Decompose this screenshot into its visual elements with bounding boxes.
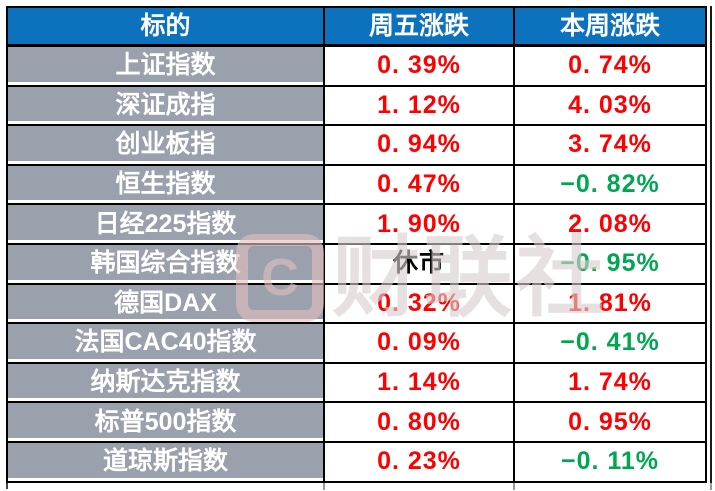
index-name-cell: 创业板指	[6, 124, 325, 166]
pct-value: −0. 41%	[560, 328, 660, 357]
table-row: 道琼斯指数 0. 23% −0. 11%	[6, 440, 707, 483]
week-change-cell: 2. 08%	[513, 203, 707, 245]
index-name-cell: 德国DAX	[6, 282, 325, 325]
week-change-cell: 4. 03%	[513, 84, 707, 127]
table-row: 德国DAX 0. 32% 1. 81%	[6, 282, 707, 325]
week-change-cell: −0. 11%	[513, 440, 707, 483]
table-row: 纳斯达克指数 1. 14% 1. 74%	[6, 361, 707, 404]
week-change-cell: −0. 95%	[513, 242, 707, 285]
index-name-cell: 韩国综合指数	[6, 242, 325, 285]
friday-change-cell: 0. 39%	[323, 44, 515, 87]
pct-value: 4. 03%	[568, 90, 652, 119]
friday-change-cell: 1. 14%	[323, 361, 515, 404]
cropped-row-divider-2	[513, 483, 515, 490]
pct-value: 0. 09%	[377, 328, 461, 357]
table-row: 法国CAC40指数 0. 09% −0. 41%	[6, 322, 707, 364]
friday-change-cell: 0. 23%	[323, 440, 515, 483]
week-change-cell: 1. 74%	[513, 361, 707, 404]
week-change-cell: −0. 82%	[513, 163, 707, 206]
index-name-cell: 上证指数	[6, 44, 325, 87]
week-change-cell: 0. 74%	[513, 44, 707, 87]
pct-value: −0. 82%	[560, 170, 660, 199]
friday-change-cell: 休市	[323, 242, 515, 285]
index-name-cell: 深证成指	[6, 84, 325, 127]
table-row: 日经225指数 1. 90% 2. 08%	[6, 203, 707, 245]
table-row: 韩国综合指数 休市 −0. 95%	[6, 242, 707, 285]
header-row: 标的 周五涨跌 本周涨跌	[6, 6, 707, 47]
friday-change-cell: 1. 90%	[323, 203, 515, 245]
pct-value: 1. 12%	[377, 90, 461, 119]
friday-change-cell: 0. 47%	[323, 163, 515, 206]
friday-change-cell: 1. 12%	[323, 84, 515, 127]
pct-value: 1. 90%	[377, 209, 461, 238]
index-name-cell: 日经225指数	[6, 203, 325, 245]
index-change-table: 标的 周五涨跌 本周涨跌 上证指数 0. 39% 0. 74% 深证成指 1. …	[6, 6, 707, 483]
cropped-next-column-border	[710, 6, 712, 483]
table-row: 恒生指数 0. 47% −0. 82%	[6, 163, 707, 206]
cropped-row-left-border	[6, 483, 8, 489]
friday-change-cell: 0. 94%	[323, 124, 515, 166]
friday-change-cell: 0. 80%	[323, 401, 515, 443]
pct-value: 0. 95%	[568, 407, 652, 436]
column-header-target: 标的	[6, 6, 325, 47]
table-row: 上证指数 0. 39% 0. 74%	[6, 44, 707, 87]
week-change-cell: 0. 95%	[513, 401, 707, 443]
cropped-row-right-border	[710, 483, 712, 490]
column-header-friday-change: 周五涨跌	[323, 6, 515, 47]
pct-value: 0. 23%	[377, 447, 461, 476]
pct-value: 1. 14%	[377, 368, 461, 397]
cropped-row-divider-1	[323, 483, 325, 490]
week-change-cell: 3. 74%	[513, 124, 707, 166]
friday-change-cell: 0. 32%	[323, 282, 515, 325]
friday-change-cell: 0. 09%	[323, 322, 515, 364]
pct-value: 0. 80%	[377, 407, 461, 436]
pct-value: 0. 32%	[377, 288, 461, 317]
index-name-cell: 道琼斯指数	[6, 440, 325, 483]
pct-value: 0. 39%	[377, 51, 461, 80]
table-row: 深证成指 1. 12% 4. 03%	[6, 84, 707, 127]
pct-value: 0. 47%	[377, 170, 461, 199]
table-row: 标普500指数 0. 80% 0. 95%	[6, 401, 707, 443]
index-name-cell: 纳斯达克指数	[6, 361, 325, 404]
week-change-cell: 1. 81%	[513, 282, 707, 325]
column-header-week-change: 本周涨跌	[513, 6, 707, 47]
pct-value: 1. 81%	[568, 288, 652, 317]
pct-value: 0. 74%	[568, 51, 652, 80]
pct-value: −0. 95%	[560, 249, 660, 278]
pct-value: −0. 11%	[560, 447, 660, 476]
pct-value: 2. 08%	[568, 209, 652, 238]
index-name-cell: 恒生指数	[6, 163, 325, 206]
table-row: 创业板指 0. 94% 3. 74%	[6, 124, 707, 166]
market-closed-value: 休市	[392, 249, 445, 278]
pct-value: 0. 94%	[377, 130, 461, 159]
index-name-cell: 法国CAC40指数	[6, 322, 325, 364]
pct-value: 1. 74%	[568, 368, 652, 397]
index-name-cell: 标普500指数	[6, 401, 325, 443]
week-change-cell: −0. 41%	[513, 322, 707, 364]
pct-value: 3. 74%	[568, 130, 652, 159]
